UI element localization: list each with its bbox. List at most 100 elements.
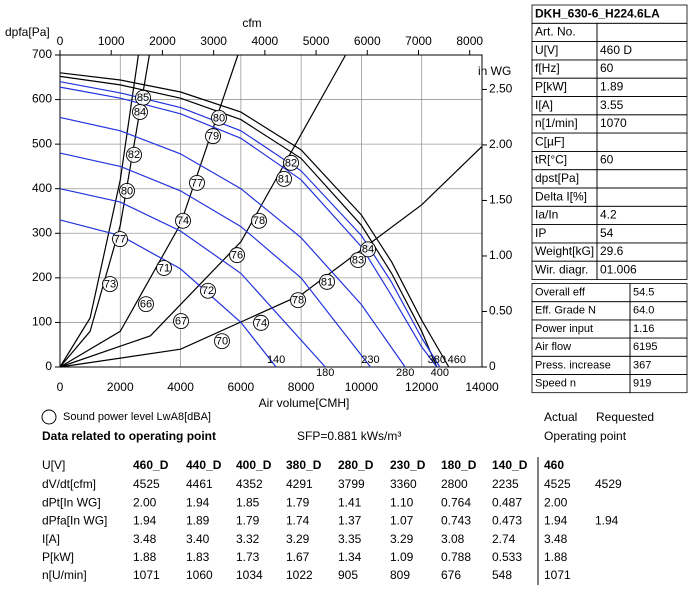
op-cell: 0.487 [492, 495, 522, 509]
sound-marker [211, 109, 227, 126]
spec-text: Weight[kG] [535, 244, 594, 258]
sound-level: 67 [175, 315, 187, 327]
sound-marker [156, 260, 172, 277]
op-cell: 1034 [236, 568, 263, 582]
sound-marker [276, 170, 292, 187]
y-tick-label: 0 [45, 359, 52, 373]
eff-text: 54.5 [633, 287, 654, 299]
x-tick-label: 2000 [107, 380, 134, 394]
op-cell: 3.48 [544, 532, 568, 546]
sound-marker [138, 296, 154, 313]
op-heading: Data related to operating point [42, 429, 216, 443]
op-cell: 1.88 [544, 550, 568, 564]
op-cell: I[A] [42, 532, 60, 546]
x2-tick-label: 0 [57, 34, 64, 48]
op-cell: 905 [338, 568, 358, 582]
op-cell: 3799 [338, 477, 365, 491]
x2-tick-label: 4000 [252, 34, 279, 48]
op-cell: 0.533 [492, 550, 522, 564]
sound-level: 84 [134, 106, 146, 118]
plot-frame [59, 54, 483, 368]
spec-cell [596, 169, 688, 189]
op-cell: 3.32 [236, 532, 260, 546]
spec-title: DKH_630-6_H224.6LA [535, 6, 660, 20]
sound-level: 85 [137, 92, 149, 104]
op-cell: 1.94 [544, 514, 568, 528]
x2-axis-title: cfm [242, 16, 261, 30]
x-tick-label: 6000 [228, 380, 255, 394]
x-axis-title: Air volume[CMH] [259, 396, 350, 410]
op-cell: 3.29 [286, 532, 310, 546]
op-cell: 1.67 [286, 550, 310, 564]
sound-marker [126, 146, 142, 163]
x2-tick-label: 5000 [303, 34, 330, 48]
spec-text: 4.2 [600, 208, 617, 222]
y2-tick-label: 0.50 [489, 304, 513, 318]
x2-tick-label: 1000 [98, 34, 125, 48]
sound-marker [319, 273, 335, 290]
requested-heading: Requested [596, 410, 654, 424]
spec-text: tR[°C] [535, 153, 567, 167]
sound-level: 84 [362, 244, 374, 256]
op-cell: 1022 [286, 568, 313, 582]
op-cell: 1071 [133, 568, 160, 582]
curve-label: 180 [316, 367, 334, 379]
op-cell: 1.10 [390, 495, 414, 509]
op-cell: 0.764 [441, 495, 471, 509]
curve-label: 400 [431, 367, 449, 379]
sound-level: 70 [216, 336, 228, 348]
sound-level: 77 [114, 233, 126, 245]
x-tick-label: 14000 [465, 380, 499, 394]
op-cell: 1.94 [595, 514, 619, 528]
sound-marker [175, 212, 191, 229]
sound-marker [229, 247, 245, 264]
y-tick-label: 200 [32, 270, 52, 284]
x2-tick-label: 7000 [405, 34, 432, 48]
op-cell: 1060 [186, 568, 213, 582]
spec-cell [596, 260, 688, 280]
spec-text: 60 [600, 153, 614, 167]
op-header: 230_D [390, 458, 426, 472]
eff-text: 6195 [633, 341, 657, 353]
sound-level: 73 [104, 279, 116, 291]
eff-text: 1.16 [633, 323, 654, 335]
op-cell: 2800 [441, 477, 468, 491]
sound-marker [205, 128, 221, 145]
sound-level: 76 [231, 250, 243, 262]
sfp: SFP=0.881 kWs/m³ [297, 429, 401, 443]
spec-text: IP [535, 226, 546, 240]
eff-text: Press. increase [535, 359, 611, 371]
y2-tick-label: 0 [489, 359, 496, 373]
op-cell: 809 [390, 568, 410, 582]
y2-tick-label: 2.00 [489, 137, 513, 151]
system-curve [59, 54, 347, 368]
curve-label: 280 [396, 367, 414, 379]
sound-level: 81 [278, 173, 290, 185]
op-cell: 1.89 [186, 514, 210, 528]
eff-text: 919 [633, 378, 651, 390]
op-cell: 1.73 [236, 550, 260, 564]
spec-text: 1070 [600, 116, 627, 130]
op-subheading: Operating point [544, 429, 627, 443]
y2-tick-label: 1.50 [489, 193, 513, 207]
fan-curve [59, 81, 441, 368]
op-cell: 676 [441, 568, 461, 582]
fan-curve [59, 116, 406, 368]
sound-marker [214, 333, 230, 350]
y-tick-label: 300 [32, 225, 52, 239]
op-cell: 1.79 [286, 495, 310, 509]
sound-level: 77 [191, 177, 203, 189]
curve-label: 230 [361, 354, 379, 366]
op-cell: 2235 [492, 477, 519, 491]
op-header: 280_D [338, 458, 374, 472]
op-cell: 3.08 [441, 532, 465, 546]
op-cell: 3.40 [186, 532, 210, 546]
spec-text: f[Hz] [535, 61, 560, 75]
x-tick-label: 10000 [345, 380, 379, 394]
op-cell: 0.788 [441, 550, 471, 564]
spec-text: Delta I[%] [535, 189, 587, 203]
op-cell: 4529 [595, 477, 622, 491]
x-tick-label: 0 [57, 380, 64, 394]
legend-circle [41, 409, 57, 425]
